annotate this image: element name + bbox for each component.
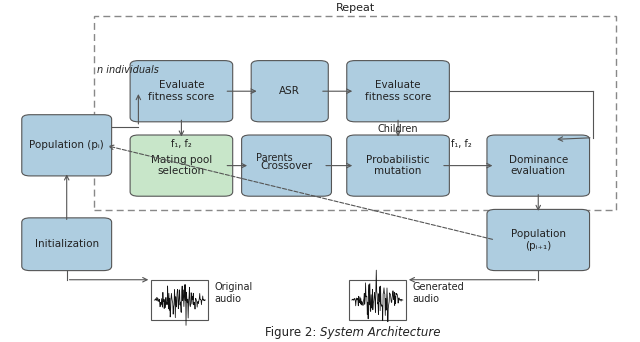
Text: Probabilistic
mutation: Probabilistic mutation <box>366 155 430 176</box>
Text: Population (pᵢ): Population (pᵢ) <box>29 140 104 150</box>
Text: Children: Children <box>378 124 418 134</box>
FancyBboxPatch shape <box>22 115 111 176</box>
Text: Repeat: Repeat <box>335 2 374 13</box>
Text: f₁, f₂: f₁, f₂ <box>172 140 192 149</box>
Bar <box>151 280 209 320</box>
Text: Generated
audio: Generated audio <box>412 282 464 304</box>
FancyBboxPatch shape <box>487 209 589 271</box>
Text: Initialization: Initialization <box>35 239 99 249</box>
FancyBboxPatch shape <box>347 135 449 196</box>
FancyBboxPatch shape <box>22 218 111 271</box>
Text: Dominance
evaluation: Dominance evaluation <box>509 155 568 176</box>
Text: f₁, f₂: f₁, f₂ <box>451 140 472 149</box>
Text: System Architecture: System Architecture <box>320 326 440 339</box>
Text: Evaluate
fitness score: Evaluate fitness score <box>365 80 431 102</box>
Text: Parents: Parents <box>256 153 293 163</box>
Text: ASR: ASR <box>279 86 300 96</box>
Text: Crossover: Crossover <box>260 161 312 171</box>
Text: Population
(pᵢ₊₁): Population (pᵢ₊₁) <box>511 229 566 251</box>
Text: Mating pool
selection: Mating pool selection <box>151 155 212 176</box>
Text: Evaluate
fitness score: Evaluate fitness score <box>148 80 214 102</box>
Bar <box>94 16 616 210</box>
FancyBboxPatch shape <box>242 135 332 196</box>
Text: Original
audio: Original audio <box>215 282 253 304</box>
FancyBboxPatch shape <box>130 61 233 122</box>
Text: Figure 2:: Figure 2: <box>265 326 320 339</box>
FancyBboxPatch shape <box>251 61 328 122</box>
FancyBboxPatch shape <box>130 135 233 196</box>
Bar <box>349 280 406 320</box>
FancyBboxPatch shape <box>347 61 449 122</box>
FancyBboxPatch shape <box>487 135 589 196</box>
Text: n individuals: n individuals <box>97 65 159 75</box>
